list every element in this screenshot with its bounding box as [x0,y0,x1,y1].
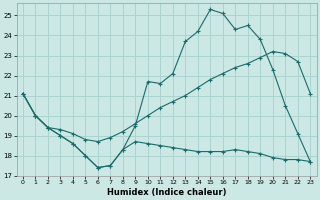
X-axis label: Humidex (Indice chaleur): Humidex (Indice chaleur) [107,188,226,197]
